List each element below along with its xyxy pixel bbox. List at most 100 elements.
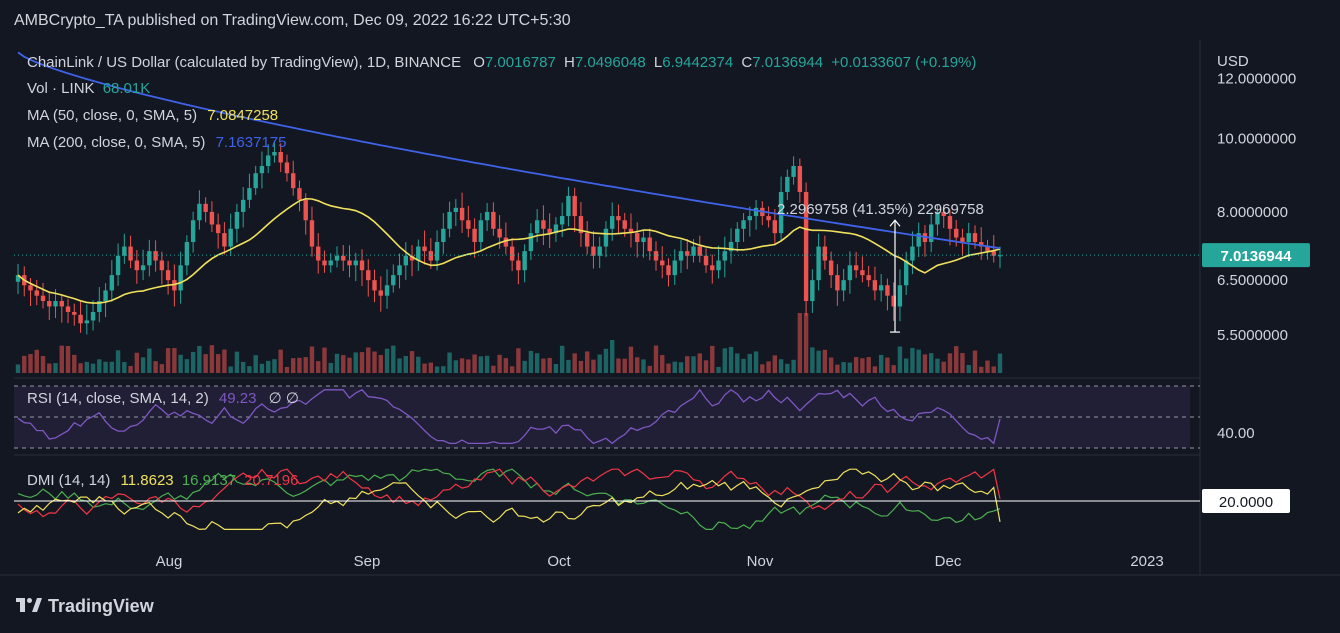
volume-bar bbox=[897, 346, 903, 373]
volume-legend[interactable]: Vol · LINK 68.01K bbox=[27, 80, 150, 97]
volume-bar bbox=[291, 358, 296, 373]
volume-bar bbox=[297, 357, 302, 373]
symbol-title[interactable]: ChainLink / US Dollar (calculated by Tra… bbox=[27, 54, 462, 71]
volume-bar bbox=[947, 353, 953, 373]
volume-bar bbox=[472, 354, 477, 373]
candle-body bbox=[122, 246, 127, 256]
candle-body bbox=[416, 246, 421, 261]
volume-bar bbox=[359, 352, 365, 373]
volume-bar bbox=[703, 360, 709, 373]
candle-body bbox=[184, 242, 190, 266]
candle-body bbox=[309, 220, 315, 247]
rsi-pane bbox=[17, 388, 1001, 445]
volume-value: 68.01K bbox=[102, 80, 151, 97]
candle-body bbox=[678, 251, 684, 261]
last-price-tag bbox=[1202, 243, 1310, 268]
candle-body bbox=[459, 207, 465, 221]
candle-body bbox=[966, 233, 971, 243]
candle-body bbox=[247, 188, 252, 200]
candle-body bbox=[134, 260, 140, 271]
volume-bar bbox=[728, 346, 734, 373]
candle-body bbox=[140, 265, 146, 271]
dmi-plus-value: 11.8623 bbox=[120, 472, 174, 489]
candle-body bbox=[240, 199, 246, 212]
volume-bar bbox=[860, 358, 865, 373]
candle-body bbox=[766, 216, 771, 221]
candle-body bbox=[197, 203, 202, 221]
volume-bar bbox=[378, 355, 383, 373]
volume-bar bbox=[15, 364, 21, 373]
volume-bar bbox=[741, 358, 746, 373]
volume-bar bbox=[528, 350, 534, 373]
candle-body bbox=[222, 233, 227, 247]
volume-bar bbox=[122, 362, 127, 373]
candle-body bbox=[322, 260, 327, 266]
volume-bar bbox=[928, 353, 934, 373]
time-tick-label: Oct bbox=[547, 553, 571, 570]
volume-bar bbox=[403, 355, 408, 373]
candle-body bbox=[916, 233, 921, 247]
time-tick-label: Sep bbox=[354, 553, 381, 570]
candle-body bbox=[703, 255, 709, 266]
candle-body bbox=[816, 246, 821, 281]
volume-bar bbox=[672, 361, 677, 373]
volume-bar bbox=[197, 345, 202, 373]
candle-body bbox=[341, 255, 346, 261]
candle-body bbox=[478, 220, 484, 243]
volume-bar bbox=[203, 354, 208, 373]
candle-body bbox=[372, 280, 377, 291]
candle-body bbox=[109, 275, 115, 291]
volume-bar bbox=[341, 355, 346, 373]
candle-body bbox=[453, 207, 459, 212]
candle-body bbox=[741, 220, 746, 229]
candle-body bbox=[666, 265, 671, 276]
tradingview-brand: TradingView bbox=[48, 596, 154, 616]
candle-body bbox=[165, 270, 171, 281]
volume-bar bbox=[534, 353, 540, 373]
volume-bar bbox=[591, 359, 596, 373]
volume-bar bbox=[441, 366, 446, 373]
candle-body bbox=[466, 220, 471, 229]
candle-body bbox=[178, 265, 183, 291]
dmi-legend[interactable]: DMI (14, 14) 11.8623 16.9137 20.7196 bbox=[27, 472, 298, 489]
candle-body bbox=[647, 237, 652, 252]
time-tick-label: Aug bbox=[156, 553, 183, 570]
volume-bar bbox=[710, 345, 715, 373]
candle-body bbox=[578, 216, 584, 234]
volume-bar bbox=[97, 359, 102, 373]
candle-body bbox=[78, 314, 83, 324]
volume-bar bbox=[772, 355, 778, 373]
volume-bar bbox=[309, 346, 315, 373]
volume-bar bbox=[491, 365, 496, 373]
candle-body bbox=[522, 251, 527, 271]
candle-body bbox=[997, 255, 1003, 257]
volume-bar bbox=[584, 351, 590, 373]
rsi-label: RSI (14, close, SMA, 14, 2) bbox=[27, 390, 209, 407]
candle-body bbox=[203, 203, 208, 212]
ma200-legend[interactable]: MA (200, close, 0, SMA, 5) 7.1637175 bbox=[27, 134, 286, 151]
candle-body bbox=[716, 260, 721, 271]
candle-body bbox=[991, 251, 996, 256]
candle-body bbox=[785, 176, 790, 193]
candle-body bbox=[797, 166, 803, 193]
ma50-line bbox=[17, 197, 1001, 304]
volume-bar bbox=[347, 357, 352, 373]
tradingview-logo[interactable]: TradingView bbox=[16, 596, 154, 617]
candle-body bbox=[34, 290, 39, 296]
volume-bar bbox=[328, 362, 333, 373]
candle-body bbox=[860, 270, 865, 276]
candle-body bbox=[97, 301, 102, 312]
candle-body bbox=[635, 233, 640, 243]
candle-body bbox=[316, 246, 321, 261]
candle-body bbox=[885, 285, 890, 296]
candle-body bbox=[90, 311, 96, 321]
candle-body bbox=[409, 255, 415, 261]
rsi-legend[interactable]: RSI (14, close, SMA, 14, 2) 49.23 ∅ ∅ bbox=[27, 389, 299, 407]
volume-bar bbox=[366, 347, 371, 373]
ma50-legend[interactable]: MA (50, close, 0, SMA, 5) 7.0847258 bbox=[27, 107, 278, 124]
volume-bars bbox=[15, 313, 1003, 373]
volume-bar bbox=[40, 356, 46, 373]
candle-body bbox=[553, 224, 559, 234]
volume-bar bbox=[503, 358, 509, 373]
